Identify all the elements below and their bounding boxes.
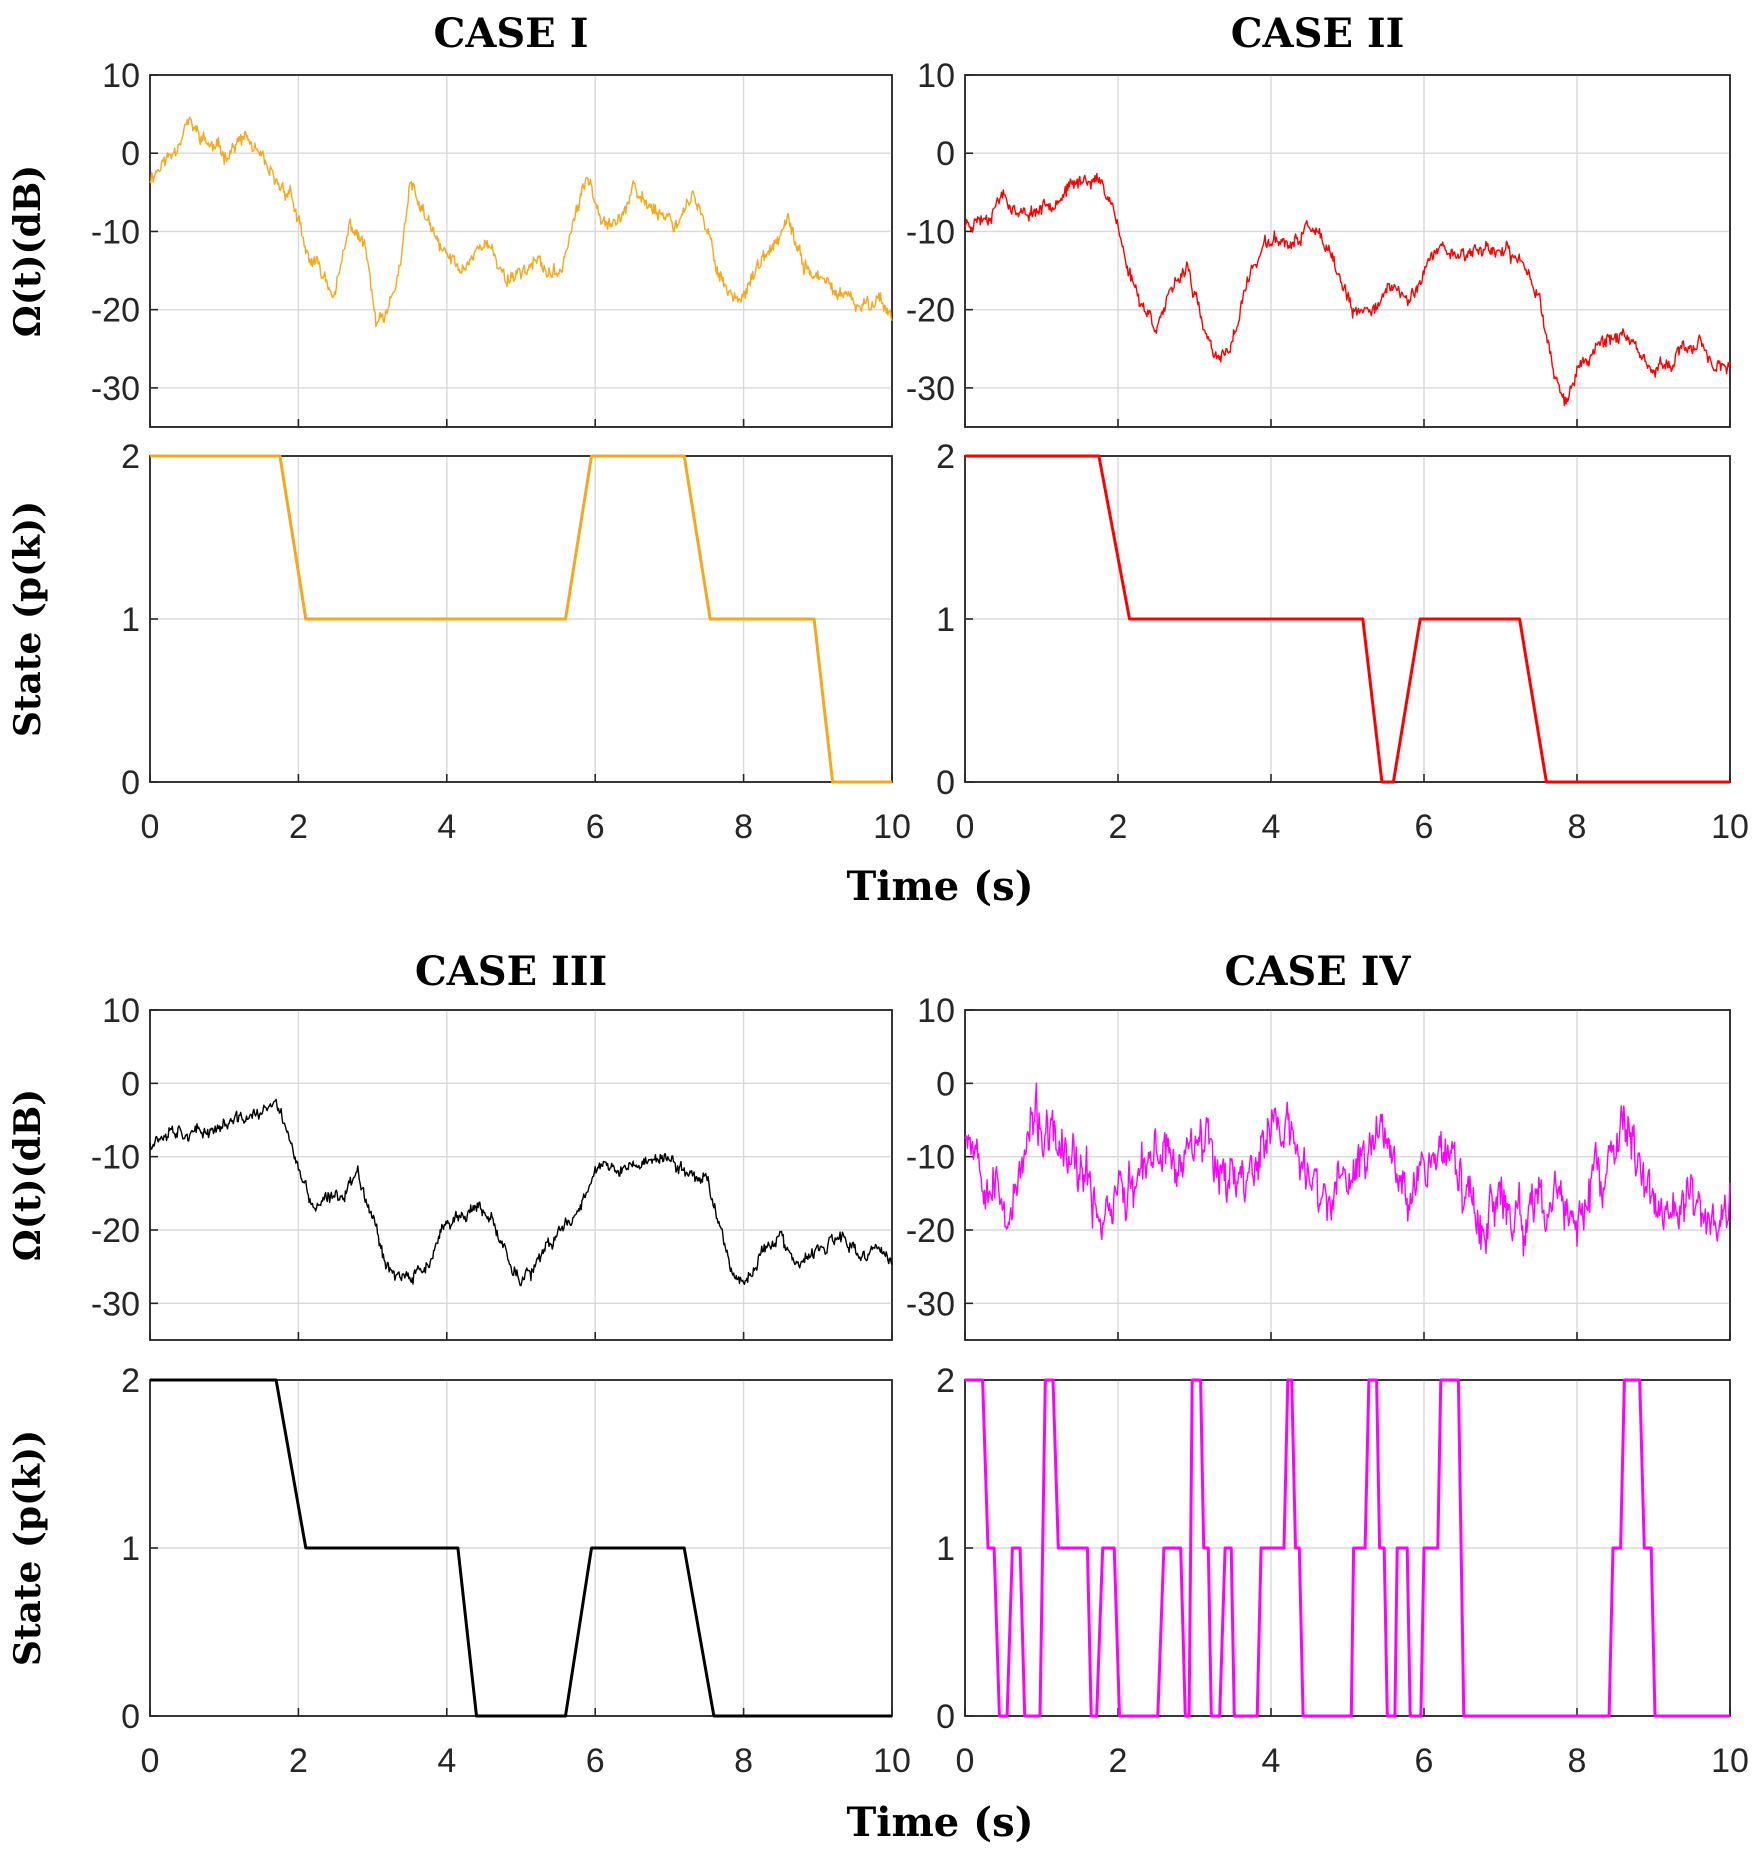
y-tick-label: 0: [936, 764, 955, 802]
signal-panel-case-3: 10 0 -10 -20 -30: [91, 992, 893, 1341]
x-tick-label: 0: [956, 1742, 975, 1780]
y-tick-label: 10: [917, 992, 955, 1030]
y-tick-label: 2: [121, 438, 140, 476]
state-series-line: [965, 1378, 1730, 1718]
signal-axes-frame: [149, 1009, 893, 1341]
x-tick-label: 10: [873, 1742, 911, 1780]
signal-series-line: [149, 1098, 893, 1287]
y-tick-label: -30: [906, 370, 955, 408]
y-tick-label: 0: [121, 1698, 140, 1736]
y-tick-label: -10: [906, 213, 955, 251]
y-tick-label: -20: [906, 292, 955, 330]
x-tick-label: 8: [1568, 808, 1587, 846]
x-tick-label: 2: [1109, 808, 1128, 846]
x-tick-label: 6: [1415, 808, 1434, 846]
state-axes-frame: [149, 455, 893, 783]
y-tick-label: 2: [121, 1362, 140, 1400]
signal-series-line: [964, 172, 1731, 407]
state-panel-case-3: 2 1 0: [121, 1362, 893, 1736]
signal-plot-area: [964, 74, 1731, 428]
y-tick-label: 10: [102, 57, 140, 95]
x-axis-label-bottom: Time (s): [846, 1799, 1033, 1846]
signal-plot-area: [149, 74, 893, 428]
y-tick-label: 2: [936, 1362, 955, 1400]
signal-axes-frame: [964, 1009, 1731, 1341]
x-tick-label: 8: [734, 808, 753, 846]
state-panel-case-4: 2 1 0: [936, 1362, 1731, 1736]
x-tick-label: 2: [289, 1742, 308, 1780]
y-tick-label: 0: [121, 1065, 140, 1103]
state-axes-frame: [964, 455, 1731, 783]
signal-y-axis-label: Ω(t)(dB): [7, 1089, 49, 1261]
x-tick-label: 2: [289, 808, 308, 846]
case-title: CASE II: [1231, 10, 1405, 57]
x-tick-label: 0: [141, 808, 160, 846]
y-tick-label: 1: [936, 601, 955, 639]
state-y-axis-label: State (p(k)): [7, 1430, 49, 1666]
y-tick-label: -20: [906, 1212, 955, 1250]
x-axis-label-top: Time (s): [846, 863, 1033, 910]
y-tick-label: -30: [91, 370, 140, 408]
y-tick-label: -30: [91, 1285, 140, 1323]
y-tick-label: 1: [936, 1530, 955, 1568]
state-panel-case-1: 2 1 0: [121, 438, 893, 802]
signal-panel-case-4: 10 0 -10 -20 -30: [906, 992, 1731, 1341]
y-tick-label: -20: [91, 1212, 140, 1250]
y-tick-label: -20: [91, 292, 140, 330]
y-tick-label: 0: [121, 135, 140, 173]
y-tick-label: 0: [121, 764, 140, 802]
signal-y-axis-label: Ω(t)(dB): [7, 165, 49, 337]
case-title: CASE I: [434, 10, 589, 57]
y-tick-label: 0: [936, 135, 955, 173]
x-tick-label: 6: [586, 808, 605, 846]
state-panel-case-2: 2 1 0: [936, 438, 1731, 802]
x-tick-label: 6: [586, 1742, 605, 1780]
y-tick-label: 1: [121, 601, 140, 639]
x-tick-label: 4: [1262, 1742, 1281, 1780]
signal-plot-area: [964, 1009, 1731, 1341]
case-title: CASE IV: [1225, 948, 1412, 995]
signal-panel-case-2: 10 0 -10 -20 -30: [906, 57, 1731, 428]
x-axis-labels-case-1: 0 2 4 6 8 10: [141, 808, 911, 846]
x-tick-label: 8: [734, 1742, 753, 1780]
y-tick-label: 0: [936, 1698, 955, 1736]
x-tick-label: 10: [1711, 1742, 1749, 1780]
state-series-line: [150, 1378, 892, 1718]
state-series-line: [965, 454, 1730, 784]
x-axis-labels-case-4: 0 2 4 6 8 10: [956, 1742, 1749, 1780]
y-tick-label: -10: [906, 1139, 955, 1177]
state-y-axis-label: State (p(k)): [7, 501, 49, 737]
y-tick-label: 1: [121, 1530, 140, 1568]
signal-series-line: [149, 116, 893, 328]
x-tick-label: 4: [437, 808, 456, 846]
y-tick-label: 10: [917, 57, 955, 95]
y-tick-label: -30: [906, 1285, 955, 1323]
x-tick-label: 0: [141, 1742, 160, 1780]
x-tick-label: 10: [873, 808, 911, 846]
x-tick-label: 4: [437, 1742, 456, 1780]
signal-plot-area: [149, 1009, 893, 1341]
case-title: CASE III: [415, 948, 607, 995]
x-tick-label: 4: [1262, 808, 1281, 846]
x-tick-label: 6: [1415, 1742, 1434, 1780]
y-tick-label: -10: [91, 213, 140, 251]
y-tick-label: 2: [936, 438, 955, 476]
x-axis-labels-case-3: 0 2 4 6 8 10: [141, 1742, 911, 1780]
signal-axes-frame: [149, 74, 893, 428]
signal-panel-case-1: 10 0 -10 -20 -30: [91, 57, 893, 428]
y-tick-label: 10: [102, 992, 140, 1030]
y-tick-label: 0: [936, 1065, 955, 1103]
x-tick-label: 0: [956, 808, 975, 846]
signal-axes-frame: [964, 74, 1731, 428]
x-axis-labels-case-2: 0 2 4 6 8 10: [956, 808, 1749, 846]
state-series-line: [150, 454, 892, 784]
y-tick-label: -10: [91, 1139, 140, 1177]
x-tick-label: 2: [1109, 1742, 1128, 1780]
x-tick-label: 8: [1568, 1742, 1587, 1780]
signal-series-line: [964, 1082, 1731, 1257]
x-tick-label: 10: [1711, 808, 1749, 846]
